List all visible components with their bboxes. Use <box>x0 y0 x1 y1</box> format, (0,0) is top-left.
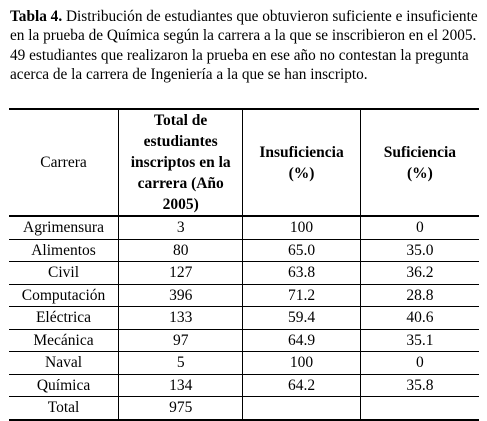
table-row: Química 134 64.2 35.8 <box>9 374 479 397</box>
cell-suficiencia: 35.8 <box>360 374 479 397</box>
cell-suficiencia: 28.8 <box>360 284 479 307</box>
table-row: Civil 127 63.8 36.2 <box>9 261 479 285</box>
header-suficiencia: Suficiencia (%) <box>360 108 479 217</box>
table-row: Alimentos 80 65.0 35.0 <box>9 239 479 262</box>
cell-total: 127 <box>118 261 244 285</box>
total-insuficiencia <box>242 396 361 421</box>
cell-total: 80 <box>118 239 244 262</box>
table-row: Agrimensura 3 100 0 <box>9 216 479 240</box>
cell-carrera: Alimentos <box>9 239 120 262</box>
cell-suficiencia: 40.6 <box>360 306 479 330</box>
cell-insuficiencia: 64.9 <box>242 329 361 352</box>
cell-carrera: Agrimensura <box>9 216 120 240</box>
cell-insuficiencia: 59.4 <box>242 306 361 330</box>
students-table: Carrera Total de estudiantes inscriptos … <box>9 108 479 421</box>
cell-carrera: Naval <box>9 351 120 375</box>
cell-suficiencia: 35.0 <box>360 239 479 262</box>
cell-carrera: Eléctrica <box>9 306 120 330</box>
total-row: Total 975 <box>9 396 479 421</box>
cell-insuficiencia: 64.2 <box>242 374 361 397</box>
cell-carrera: Civil <box>9 261 120 285</box>
cell-suficiencia: 36.2 <box>360 261 479 285</box>
cell-insuficiencia: 65.0 <box>242 239 361 262</box>
total-suficiencia <box>360 396 479 421</box>
total-label: Total <box>9 396 120 421</box>
cell-total: 3 <box>118 216 244 240</box>
cell-insuficiencia: 100 <box>242 216 361 240</box>
cell-suficiencia: 35.1 <box>360 329 479 352</box>
table-row: Mecánica 97 64.9 35.1 <box>9 329 479 352</box>
cell-total: 133 <box>118 306 244 330</box>
cell-insuficiencia: 63.8 <box>242 261 361 285</box>
cell-insuficiencia: 71.2 <box>242 284 361 307</box>
cell-total: 134 <box>118 374 244 397</box>
cell-suficiencia: 0 <box>360 351 479 375</box>
header-carrera: Carrera <box>9 108 120 217</box>
cell-total: 396 <box>118 284 244 307</box>
cell-carrera: Química <box>9 374 120 397</box>
table-row: Naval 5 100 0 <box>9 351 479 375</box>
header-total: Total de estudiantes inscriptos en la ca… <box>118 108 244 217</box>
header-insuficiencia: Insuficiencia (%) <box>242 108 361 217</box>
cell-total: 5 <box>118 351 244 375</box>
table-row: Computación 396 71.2 28.8 <box>9 284 479 307</box>
table-caption: Tabla 4. Distribución de estudiantes que… <box>10 7 480 85</box>
header-row: Carrera Total de estudiantes inscriptos … <box>9 108 479 217</box>
cell-insuficiencia: 100 <box>242 351 361 375</box>
cell-carrera: Computación <box>9 284 120 307</box>
caption-text: Distribución de estudiantes que obtuvier… <box>10 8 478 84</box>
cell-suficiencia: 0 <box>360 216 479 240</box>
total-value: 975 <box>118 396 244 421</box>
table-row: Eléctrica 133 59.4 40.6 <box>9 306 479 330</box>
cell-total: 97 <box>118 329 244 352</box>
caption-label: Tabla 4. <box>10 8 63 25</box>
cell-carrera: Mecánica <box>9 329 120 352</box>
